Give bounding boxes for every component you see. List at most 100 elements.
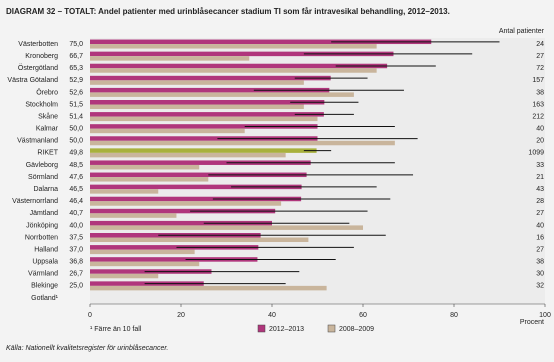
legend-swatch bbox=[257, 324, 266, 333]
count-label: 16 bbox=[536, 234, 544, 241]
bar bbox=[90, 245, 259, 250]
bar bbox=[90, 273, 159, 279]
y-tick-label: Sörmland bbox=[28, 174, 58, 181]
y-tick-label: Halland bbox=[34, 246, 58, 253]
bar bbox=[90, 196, 302, 202]
bar bbox=[90, 148, 317, 153]
x-tick-label: 40 bbox=[268, 312, 276, 319]
bar bbox=[90, 51, 394, 57]
value-label: 40,0 bbox=[69, 222, 83, 229]
bar bbox=[90, 177, 209, 182]
y-tick-label: Västmanland bbox=[17, 138, 58, 145]
value-label: 46,4 bbox=[69, 198, 83, 205]
value-label: 50,0 bbox=[69, 138, 83, 145]
bar bbox=[90, 225, 363, 230]
count-label: 40 bbox=[536, 126, 544, 133]
bar bbox=[90, 56, 250, 61]
count-label: 1099 bbox=[528, 150, 544, 157]
count-label: 40 bbox=[536, 222, 544, 229]
value-label: 26,7 bbox=[69, 271, 83, 278]
y-tick-label: Östergötland bbox=[18, 64, 58, 72]
bar bbox=[90, 164, 200, 170]
count-label: 43 bbox=[536, 186, 544, 193]
y-tick-label: RIKET bbox=[37, 150, 58, 157]
y-tick-label: Dalarna bbox=[33, 186, 58, 193]
count-label: 163 bbox=[532, 101, 544, 108]
bar bbox=[90, 104, 304, 109]
y-tick-label: Uppsala bbox=[32, 259, 58, 266]
value-label: 51,4 bbox=[69, 113, 83, 120]
bar bbox=[90, 100, 325, 105]
bar bbox=[90, 152, 286, 158]
count-label: 33 bbox=[536, 162, 544, 169]
bar bbox=[90, 172, 307, 178]
value-label: 49,8 bbox=[69, 150, 83, 157]
y-tick-label: Jönköping bbox=[26, 222, 58, 229]
count-label: 24 bbox=[536, 41, 544, 48]
x-axis-label: Procent bbox=[520, 319, 544, 326]
y-tick-label: Gotland¹ bbox=[31, 295, 59, 302]
x-tick-label: 60 bbox=[359, 312, 367, 319]
bar bbox=[90, 44, 377, 49]
y-tick-label: Stockholm bbox=[25, 101, 58, 108]
value-label: 47,6 bbox=[69, 174, 83, 181]
bar bbox=[90, 80, 304, 85]
bar bbox=[90, 75, 331, 81]
count-label: 32 bbox=[536, 283, 544, 290]
bar bbox=[90, 112, 324, 117]
y-tick-label: Blekinge bbox=[31, 283, 58, 290]
y-tick-label: Gävleborg bbox=[26, 162, 58, 169]
y-tick-label: Norrbotten bbox=[25, 234, 58, 241]
bar bbox=[90, 213, 177, 218]
legend-label: 2012–2013 bbox=[269, 326, 304, 333]
bar bbox=[90, 160, 311, 165]
count-label: 28 bbox=[536, 198, 544, 205]
bar bbox=[90, 63, 388, 69]
count-label: 212 bbox=[532, 113, 544, 120]
y-tick-label: Västernorrland bbox=[12, 198, 58, 205]
bar bbox=[90, 128, 245, 134]
bar bbox=[90, 116, 318, 122]
value-label: 40,7 bbox=[69, 210, 83, 217]
bar bbox=[90, 87, 330, 93]
value-label: 75,0 bbox=[69, 41, 83, 48]
bar bbox=[90, 257, 258, 262]
value-label: 52,9 bbox=[69, 77, 83, 84]
bar bbox=[90, 39, 432, 45]
bar bbox=[90, 208, 276, 214]
bar bbox=[90, 261, 200, 267]
footnote: ¹ Färre än 10 fall bbox=[90, 326, 142, 333]
chart-title: DIAGRAM 32 – TOTALT: Andel patienter med… bbox=[6, 7, 450, 16]
value-label: 37,5 bbox=[69, 234, 83, 241]
value-label: 50,0 bbox=[69, 126, 83, 133]
count-label: 30 bbox=[536, 271, 544, 278]
bar bbox=[90, 189, 159, 194]
bar bbox=[90, 201, 282, 206]
value-label: 37,0 bbox=[69, 246, 83, 253]
x-tick-label: 0 bbox=[88, 312, 92, 319]
bar bbox=[90, 140, 395, 146]
count-label: 27 bbox=[536, 53, 544, 60]
x-tick-label: 100 bbox=[539, 312, 551, 319]
value-label: 36,8 bbox=[69, 259, 83, 266]
legend-label: 2008–2009 bbox=[339, 326, 374, 333]
value-label: 25,0 bbox=[69, 283, 83, 290]
y-tick-label: Värmland bbox=[28, 271, 58, 278]
y-tick-label: Västra Götaland bbox=[7, 77, 58, 84]
x-tick-label: 20 bbox=[177, 312, 185, 319]
count-label: 38 bbox=[536, 259, 544, 266]
value-label: 51,5 bbox=[69, 101, 83, 108]
bar bbox=[90, 285, 327, 291]
count-header: Antal patienter bbox=[499, 28, 545, 35]
bar bbox=[90, 249, 195, 255]
value-label: 65,3 bbox=[69, 65, 83, 72]
count-label: 38 bbox=[536, 89, 544, 96]
y-tick-label: Jämtland bbox=[30, 210, 59, 217]
y-tick-label: Västerbotten bbox=[18, 41, 58, 48]
y-tick-label: Kalmar bbox=[36, 126, 59, 133]
legend-swatch bbox=[327, 324, 336, 333]
y-tick-label: Kronoberg bbox=[25, 53, 58, 60]
value-label: 48,5 bbox=[69, 162, 83, 169]
source: Källa: Nationellt kvalitetsregister för … bbox=[6, 344, 168, 352]
